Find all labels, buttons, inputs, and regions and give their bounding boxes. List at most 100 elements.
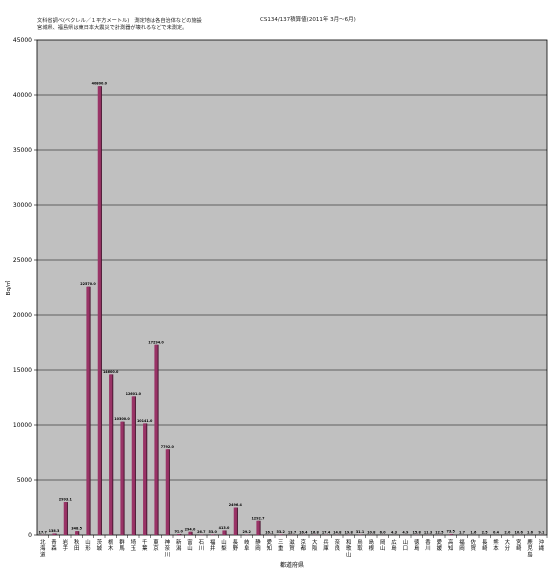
x-tick-label: 取 [357, 545, 363, 552]
x-tick-label: 茨 [97, 538, 103, 546]
x-tick-label: 山 [221, 538, 226, 546]
x-tick-label: 川 [199, 546, 204, 552]
x-tick-label: 崎 [482, 544, 488, 552]
data-label: 11.3 [424, 530, 433, 534]
x-tick-label: 愛 [267, 538, 273, 546]
y-tick-label: 0 [28, 532, 32, 539]
x-tick-label: 岡 [459, 545, 464, 552]
y-tick-label: 35000 [13, 147, 32, 154]
x-tick-label: 埼 [131, 538, 137, 546]
x-tick-label: 島 [414, 544, 420, 552]
data-label: 14600.0 [103, 370, 119, 374]
x-tick-label: 山 [380, 544, 385, 552]
data-label: 15.8 [412, 530, 421, 534]
data-label: 4.9 [402, 530, 409, 534]
x-tick-label: 北 [40, 538, 46, 546]
bar [52, 533, 56, 535]
x-tick-label: 野 [233, 544, 239, 552]
data-label: 294.0 [185, 527, 196, 531]
x-tick-label: 田 [74, 545, 79, 552]
bar [177, 533, 181, 535]
x-tick-label: 神 [165, 538, 170, 546]
data-label: 1.6 [470, 530, 477, 534]
x-tick-label: 阜 [244, 544, 250, 552]
x-tick-label: 都 [301, 545, 307, 552]
x-tick-label: 根 [369, 544, 375, 552]
x-tick-label: 木 [108, 544, 114, 552]
y-tick-label: 15000 [13, 367, 32, 374]
bar [256, 520, 260, 535]
x-tick-label: 岩 [63, 538, 69, 546]
x-tick-label: 知 [267, 544, 272, 552]
data-label: 6.0 [380, 530, 387, 534]
x-tick-label: 道 [40, 550, 46, 558]
data-label: 19.8 [344, 530, 353, 534]
x-tick-label: 香 [425, 538, 431, 546]
data-label: 1.7 [459, 530, 466, 534]
data-label: 14.8 [333, 530, 342, 534]
x-tick-label: 本 [493, 544, 499, 552]
y-tick-label: 10000 [13, 422, 32, 429]
x-tick-label: 山 [85, 538, 90, 546]
bar [120, 421, 124, 535]
x-tick-label: 口 [403, 545, 408, 552]
data-label: 9.1 [538, 530, 545, 534]
bar [279, 534, 283, 535]
x-tick-label: 和 [346, 538, 351, 546]
bar [109, 374, 113, 535]
data-label: 40800.0 [92, 82, 108, 86]
data-label: 17.7 [38, 530, 47, 534]
x-tick-label: 沖 [539, 538, 545, 546]
data-label: 0.4 [493, 530, 500, 534]
data-label: 13.7 [288, 530, 297, 534]
x-tick-label: 森 [51, 544, 57, 552]
y-tick-label: 40000 [13, 92, 32, 99]
x-tick-label: 静 [255, 538, 261, 546]
note-line-1: 文科省調べ(ベクレル／１平方メートル) 測定地は各自治体などの施設 [37, 18, 202, 24]
x-tick-label: 山 [346, 550, 351, 558]
x-tick-label: 梨 [221, 544, 227, 552]
bar [97, 86, 101, 535]
y-tick-label: 5000 [17, 477, 32, 484]
x-tick-label: 長 [482, 539, 488, 546]
x-tick-label: 大 [505, 538, 511, 546]
x-tick-label: 岡 [380, 539, 385, 546]
x-tick-label: 長 [233, 539, 239, 546]
bar [211, 534, 215, 535]
data-label: 4.3 [391, 530, 398, 534]
x-tick-label: 山 [187, 544, 192, 552]
data-label: 53.2 [276, 530, 285, 534]
x-tick-label: 群 [119, 538, 125, 546]
chart-title: CS134/137積算値(2011年 3月～6月) [260, 17, 356, 23]
x-tick-label: 大 [312, 538, 318, 546]
data-label: 16.4 [299, 530, 308, 534]
x-tick-label: 歌 [346, 544, 352, 552]
x-tick-label: 縄 [539, 544, 545, 552]
data-label: 413.0 [219, 526, 230, 530]
x-tick-label: 葉 [142, 544, 148, 552]
x-tick-label: 川 [425, 546, 430, 552]
x-tick-label: 城 [97, 545, 103, 552]
bar [86, 286, 90, 535]
y-tick-label: 45000 [13, 37, 32, 44]
data-label: 10300.0 [114, 417, 130, 421]
data-label: 29.2 [242, 530, 251, 534]
bar [233, 507, 237, 535]
x-tick-label: 高 [448, 538, 454, 546]
x-tick-label: 千 [142, 538, 148, 546]
data-label: 16.8 [310, 530, 319, 534]
data-label: 12.5 [435, 530, 444, 534]
data-label: 31.1 [356, 530, 365, 534]
data-label: 348.5 [71, 527, 82, 531]
x-tick-label: 鹿 [527, 538, 533, 546]
bar [449, 534, 453, 535]
x-tick-label: 佐 [471, 538, 477, 546]
x-tick-label: 岐 [244, 538, 250, 546]
data-label: 2496.4 [229, 503, 243, 507]
x-tick-label: 児 [527, 544, 533, 552]
x-tick-label: 井 [210, 544, 216, 552]
x-tick-label: 秋 [74, 538, 80, 546]
x-tick-label: 川 [165, 552, 170, 558]
x-tick-label: 京 [301, 538, 307, 546]
x-tick-label: 重 [278, 544, 284, 552]
